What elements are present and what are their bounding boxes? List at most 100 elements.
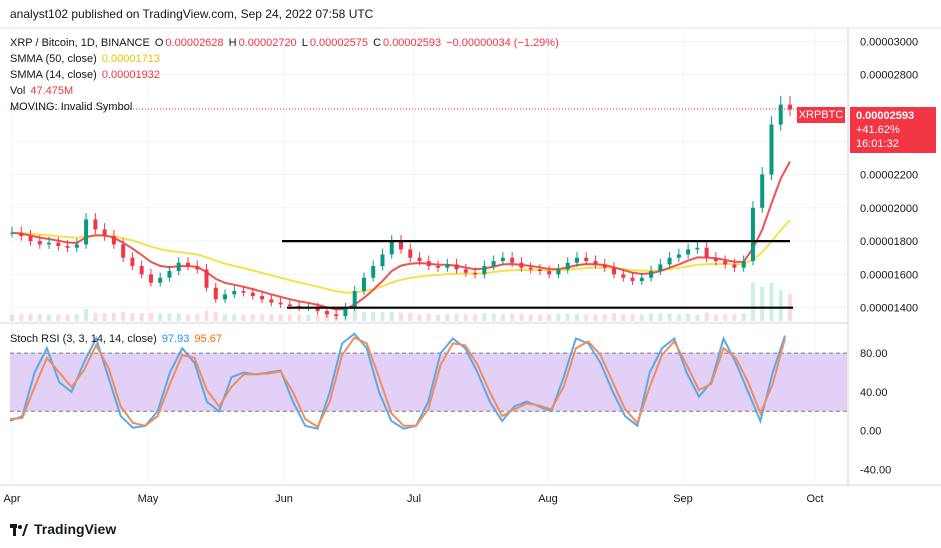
osc-tick-label: 0.00 xyxy=(860,426,881,438)
volume-bar xyxy=(676,314,681,321)
volume-bar xyxy=(47,314,52,321)
candle-body xyxy=(47,242,52,245)
volume-bar xyxy=(556,313,561,321)
candle-body xyxy=(686,249,691,255)
volume-bar xyxy=(593,314,598,321)
volume-bar xyxy=(649,313,654,321)
volume-bar xyxy=(10,315,14,321)
candle-body xyxy=(510,257,515,263)
volume-bar xyxy=(278,314,283,321)
volume-bar xyxy=(65,314,70,321)
volume-bar xyxy=(287,314,292,321)
volume-bar xyxy=(510,313,515,321)
volume-bar xyxy=(436,314,441,321)
candle-body xyxy=(500,257,505,262)
x-tick-label: Oct xyxy=(806,493,823,505)
volume-bar xyxy=(28,313,33,321)
volume-bar xyxy=(158,313,163,321)
volume-bar xyxy=(445,314,450,321)
candle-body xyxy=(778,104,783,125)
volume-bar xyxy=(704,312,709,321)
candle-body xyxy=(769,124,774,175)
ohlc-legend: XRP / Bitcoin, 1D, BINANCE O 0.00002628 H… xyxy=(10,35,561,51)
smma50-legend[interactable]: SMMA (50, close) 0.00001713 xyxy=(10,51,162,67)
volume-value: 47.475M xyxy=(30,85,74,97)
candle-body xyxy=(176,262,181,272)
candle-body xyxy=(158,277,163,283)
candle-body xyxy=(334,314,339,317)
candle-body xyxy=(426,261,431,267)
volume-bar xyxy=(630,314,635,321)
volume-bar xyxy=(454,313,459,321)
candle-body xyxy=(556,269,561,275)
volume-label: Vol xyxy=(10,85,26,97)
candle-body xyxy=(537,269,542,272)
low-value: 0.00002575 xyxy=(309,37,368,49)
candle-body xyxy=(593,261,598,265)
stoch-k-value: 97.93 xyxy=(161,333,190,345)
candle-body xyxy=(232,291,237,295)
volume-bar xyxy=(167,313,172,321)
close-value: 0.00002593 xyxy=(383,37,442,49)
candle-body xyxy=(278,302,283,305)
candle-body xyxy=(260,296,265,300)
tradingview-logo[interactable]: TradingView xyxy=(10,521,116,537)
high-label: H xyxy=(228,37,237,49)
candle-body xyxy=(741,261,746,268)
low-label: L xyxy=(301,37,308,49)
smma14-legend[interactable]: SMMA (14, close) 0.00001932 xyxy=(10,67,162,83)
candle-body xyxy=(399,241,403,250)
publisher-header: analyst102 published on TradingView.com,… xyxy=(10,7,373,21)
moving-legend[interactable]: MOVING: Invalid Symbol xyxy=(10,99,134,115)
volume-bar xyxy=(778,290,783,321)
candle-body xyxy=(56,242,61,247)
candle-body xyxy=(111,236,116,245)
candle-body xyxy=(28,236,33,242)
volume-bar xyxy=(306,315,311,321)
volume-bar xyxy=(213,312,218,321)
volume-bar xyxy=(232,314,237,321)
volume-bar xyxy=(639,314,644,321)
candle-body xyxy=(241,291,246,293)
volume-bar xyxy=(621,314,626,321)
candle-body xyxy=(547,271,552,275)
candle-body xyxy=(352,291,357,308)
tradingview-logo-icon xyxy=(10,523,28,536)
x-tick-label: Jun xyxy=(275,493,293,505)
price-tick-label: 0.00001400 xyxy=(860,303,918,315)
volume-bar xyxy=(102,313,107,321)
candle-body xyxy=(639,277,644,282)
volume-bar xyxy=(584,314,589,321)
volume-bar xyxy=(658,313,663,321)
current-price: 0.00002593 xyxy=(856,110,915,122)
volume-bar xyxy=(612,313,617,321)
candle-body xyxy=(732,264,737,268)
candle-body xyxy=(436,266,441,268)
candle-body xyxy=(37,241,42,245)
tradingview-logo-text: TradingView xyxy=(34,521,117,537)
candle-body xyxy=(602,264,607,268)
volume-bar xyxy=(176,313,181,321)
volume-bar xyxy=(361,311,366,321)
symbol-price-tag: XRPBTC xyxy=(797,107,845,123)
stoch-k-line xyxy=(9,332,786,430)
candle-body xyxy=(93,219,98,230)
stoch-d-value: 95.67 xyxy=(194,333,222,345)
stoch-rsi-label: Stoch RSI (3, 3, 14, 14, close) xyxy=(10,333,157,345)
candle-body xyxy=(213,287,218,300)
candle-body xyxy=(519,262,524,268)
candle-body xyxy=(287,304,292,307)
candle-body xyxy=(84,219,89,245)
volume-bar xyxy=(750,282,755,321)
candle-body xyxy=(760,174,765,208)
osc-tick-label: 80.00 xyxy=(860,348,888,360)
symbol-name[interactable]: XRP / Bitcoin, 1D, BINANCE xyxy=(10,37,150,49)
volume-bar xyxy=(195,314,200,321)
volume-bar xyxy=(565,313,570,321)
stoch-rsi-legend[interactable]: Stoch RSI (3, 3, 14, 14, close) 97.93 95… xyxy=(10,331,224,347)
volume-bar xyxy=(93,312,98,321)
volume-bar xyxy=(269,314,274,321)
volume-legend[interactable]: Vol 47.475M xyxy=(10,83,75,99)
candle-body xyxy=(630,277,635,282)
